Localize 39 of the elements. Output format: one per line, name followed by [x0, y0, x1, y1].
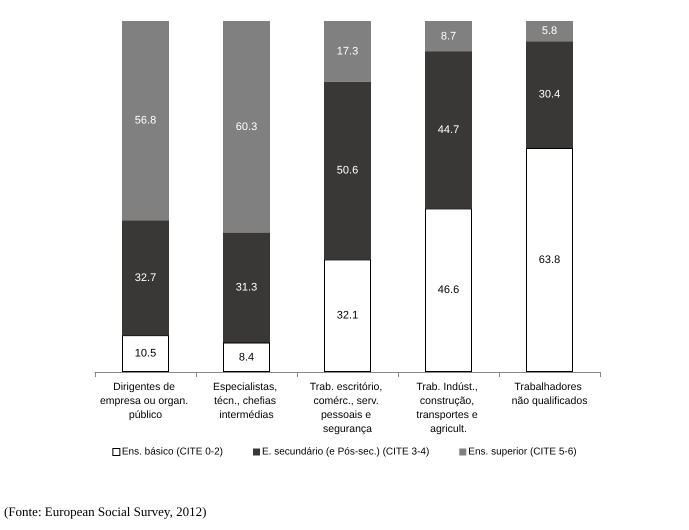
bar	[425, 52, 472, 208]
data-label: 31.3	[236, 282, 258, 294]
legend-label: Ens. básico (CITE 0-2)	[122, 446, 224, 458]
data-label: 44.7	[438, 124, 460, 136]
bar	[425, 21, 472, 52]
data-label: 17.3	[336, 45, 358, 58]
bar	[122, 220, 169, 336]
data-label: 46.6	[438, 284, 460, 296]
bar	[526, 41, 573, 148]
bar	[526, 148, 573, 372]
legend-label: E. secundário (e Pós-sec.) (CITE 3-4)	[262, 446, 430, 458]
data-label: 32.7	[134, 272, 156, 284]
data-label: 10.5	[134, 348, 156, 360]
bar	[223, 21, 270, 233]
bar	[324, 21, 371, 82]
bar	[122, 21, 169, 220]
x-tick-label: Trab. Indúst., construção, transportes e agricult.	[416, 381, 481, 435]
bar	[223, 342, 270, 372]
bar	[526, 21, 573, 42]
bar	[122, 335, 169, 372]
legend-label: Ens. superior (CITE 5-6)	[468, 446, 577, 458]
data-label: 63.8	[538, 254, 560, 266]
data-label: 8.7	[440, 30, 456, 42]
data-label: 32.1	[336, 310, 358, 322]
data-label: 8.4	[238, 351, 254, 364]
data-label: 60.3	[236, 120, 258, 133]
text: (Fonte: European Social Survey, 2012)	[4, 504, 206, 519]
data-label: 5.8	[542, 25, 558, 38]
x-tick-label: Dirigentes de empresa ou organ. público	[100, 381, 192, 421]
data-label: 50.6	[336, 164, 358, 177]
data-label: 56.8	[134, 114, 156, 127]
bar	[223, 232, 270, 343]
x-tick-label: Especialistas, técn., chefias intermédias	[212, 381, 280, 421]
bar	[324, 259, 371, 372]
bar	[324, 82, 371, 260]
data-label: 30.4	[538, 88, 560, 101]
bar	[425, 208, 472, 372]
x-tick-label: Trab. escritório, comérc., serv. pessoais e segurança	[310, 381, 386, 435]
x-tick-label: Trabalhadores não qualificados	[512, 381, 588, 407]
